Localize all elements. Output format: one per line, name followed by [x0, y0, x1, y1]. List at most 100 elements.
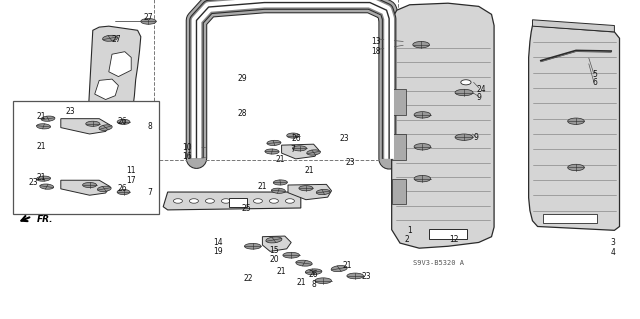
Polygon shape	[392, 89, 406, 115]
Bar	[429, 229, 467, 239]
Circle shape	[221, 199, 230, 203]
Ellipse shape	[414, 112, 431, 118]
Ellipse shape	[117, 119, 130, 124]
Polygon shape	[101, 140, 122, 153]
Ellipse shape	[413, 41, 429, 48]
Polygon shape	[532, 20, 614, 32]
Text: 19: 19	[212, 247, 223, 256]
Text: 13: 13	[371, 37, 381, 46]
Text: 21: 21	[36, 112, 45, 121]
Ellipse shape	[141, 19, 156, 24]
Polygon shape	[392, 134, 406, 160]
Text: 26: 26	[308, 271, 319, 279]
Text: 15: 15	[269, 246, 279, 255]
Polygon shape	[109, 52, 131, 77]
Ellipse shape	[455, 89, 473, 96]
Text: 23: 23	[65, 107, 76, 115]
Ellipse shape	[266, 237, 282, 243]
Text: 21: 21	[36, 173, 45, 182]
Ellipse shape	[568, 118, 584, 124]
Polygon shape	[61, 119, 110, 134]
Ellipse shape	[267, 140, 281, 145]
Text: 16: 16	[182, 152, 192, 161]
Text: 23: 23	[339, 134, 349, 143]
Text: 23: 23	[362, 272, 371, 281]
Text: S9V3-B5320 A: S9V3-B5320 A	[413, 260, 464, 266]
Text: 17: 17	[126, 176, 136, 185]
Text: 20: 20	[269, 256, 279, 264]
Text: 21: 21	[305, 166, 314, 175]
Text: 8: 8	[147, 122, 152, 130]
Polygon shape	[392, 3, 494, 248]
Text: 1: 1	[407, 226, 412, 235]
Text: 26: 26	[291, 134, 301, 143]
Ellipse shape	[273, 180, 287, 185]
Ellipse shape	[99, 125, 112, 130]
Text: 11: 11	[127, 166, 136, 175]
Polygon shape	[86, 26, 141, 175]
Ellipse shape	[86, 121, 100, 126]
Text: 14: 14	[212, 238, 223, 247]
Polygon shape	[529, 26, 620, 230]
Text: 27: 27	[144, 13, 154, 22]
Ellipse shape	[299, 186, 313, 191]
Polygon shape	[163, 192, 301, 210]
Ellipse shape	[117, 189, 130, 195]
Ellipse shape	[296, 260, 312, 266]
Text: 24: 24	[477, 85, 486, 94]
Text: 25: 25	[241, 204, 252, 213]
Ellipse shape	[307, 150, 321, 155]
Ellipse shape	[292, 146, 307, 151]
Ellipse shape	[102, 35, 118, 41]
Text: 9: 9	[477, 93, 482, 102]
Ellipse shape	[40, 184, 54, 189]
Text: 12: 12	[450, 235, 459, 244]
Circle shape	[253, 199, 262, 203]
Ellipse shape	[414, 175, 431, 182]
Ellipse shape	[287, 133, 300, 138]
Polygon shape	[282, 144, 319, 159]
Ellipse shape	[305, 269, 322, 275]
Ellipse shape	[109, 159, 122, 165]
Text: 3: 3	[611, 238, 616, 247]
Text: 4: 4	[611, 248, 616, 256]
Ellipse shape	[347, 273, 364, 279]
Bar	[154, 0, 398, 160]
Text: 9: 9	[474, 133, 479, 142]
Text: 7: 7	[291, 145, 296, 154]
Bar	[543, 214, 597, 223]
Bar	[229, 198, 247, 207]
Ellipse shape	[568, 164, 584, 171]
Text: 28: 28	[237, 109, 246, 118]
Ellipse shape	[97, 186, 111, 191]
Text: 22: 22	[244, 274, 253, 283]
Ellipse shape	[83, 182, 97, 188]
Text: 21: 21	[342, 261, 352, 270]
Ellipse shape	[455, 134, 473, 140]
Polygon shape	[95, 79, 118, 100]
Polygon shape	[196, 3, 389, 159]
Circle shape	[461, 80, 471, 85]
Ellipse shape	[265, 149, 279, 154]
Text: 21: 21	[296, 278, 305, 287]
Text: FR.: FR.	[37, 215, 54, 224]
Ellipse shape	[331, 265, 348, 272]
Polygon shape	[97, 108, 136, 126]
Polygon shape	[262, 236, 291, 251]
Ellipse shape	[316, 189, 330, 195]
Polygon shape	[392, 179, 406, 204]
Ellipse shape	[271, 188, 285, 193]
Circle shape	[237, 199, 246, 203]
Circle shape	[205, 199, 214, 203]
Text: 21: 21	[276, 155, 285, 164]
Text: 21: 21	[258, 182, 267, 191]
Ellipse shape	[414, 144, 431, 150]
Text: 10: 10	[182, 143, 192, 152]
Circle shape	[189, 199, 198, 203]
Text: 27: 27	[112, 35, 122, 44]
Ellipse shape	[315, 278, 332, 284]
Ellipse shape	[36, 124, 51, 129]
Ellipse shape	[36, 176, 51, 181]
Text: 7: 7	[147, 188, 152, 197]
Text: 8: 8	[311, 280, 316, 289]
